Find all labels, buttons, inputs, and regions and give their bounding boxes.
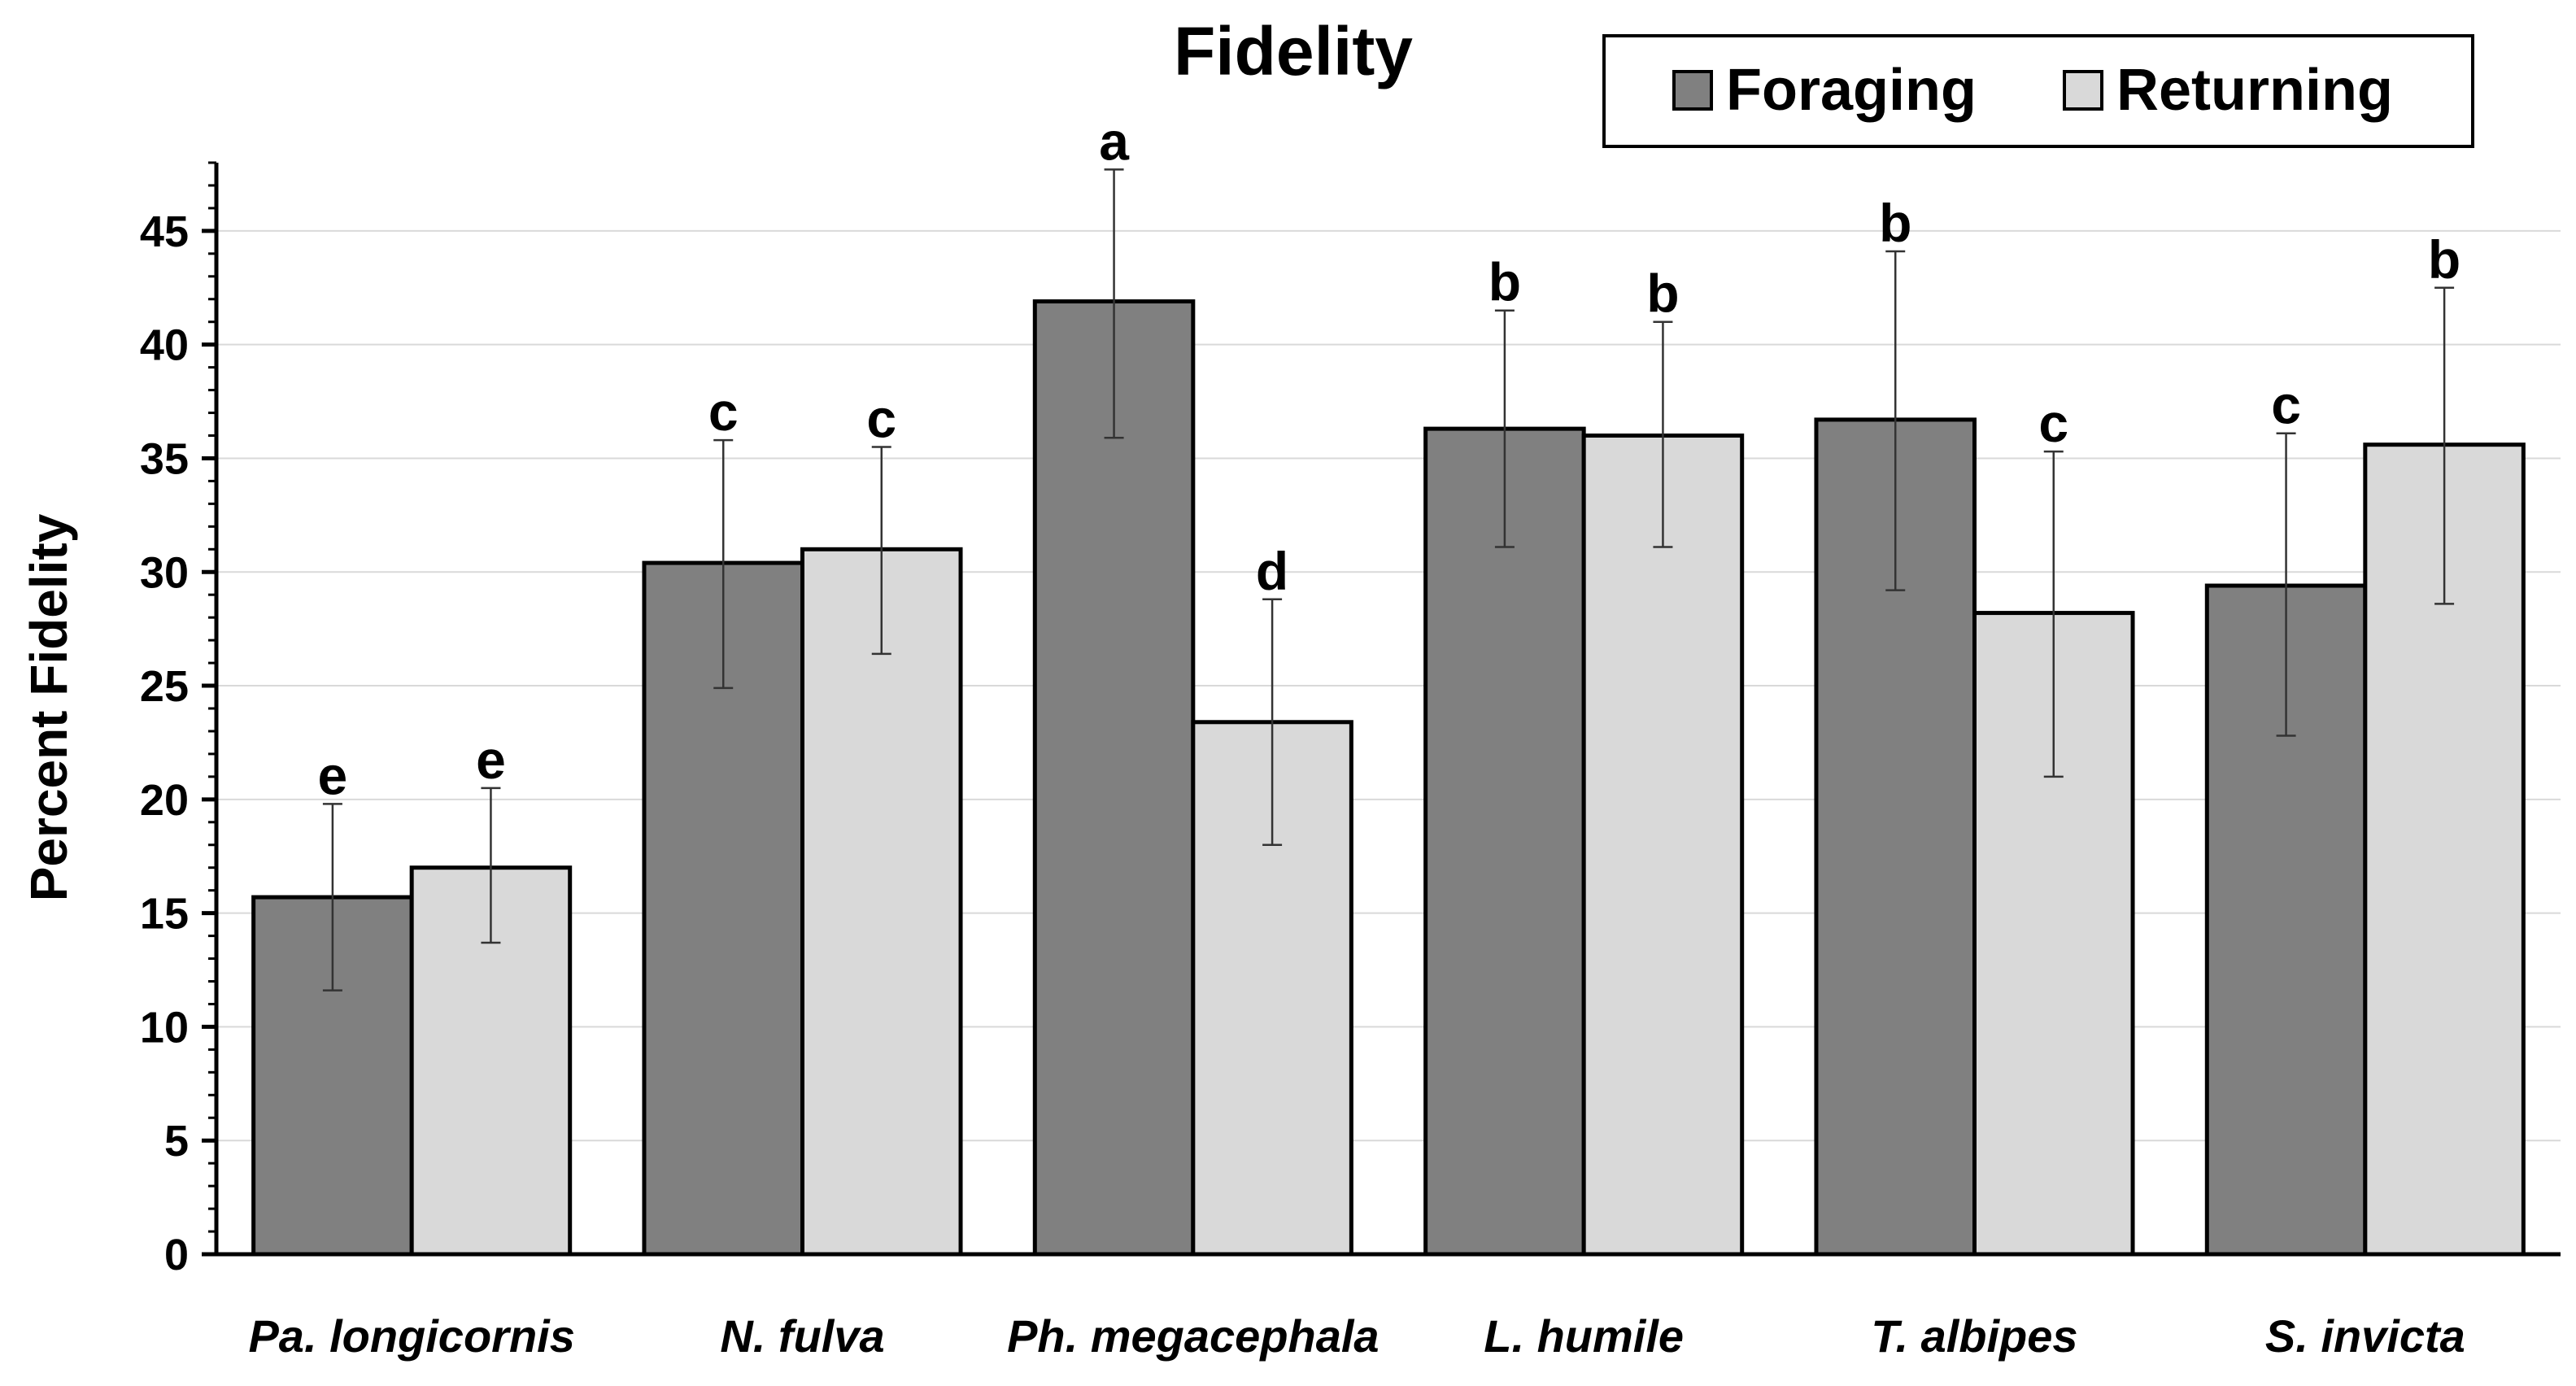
bar-foraging-3 [1423,426,1586,1257]
significance-letter: d [1256,541,1288,601]
chart-labels: 0 5 10 15 20 25 30 35 40 45 e e Pa. longicornis c c N. … [140,111,2465,1362]
legend-label-returning: Returning [2116,58,2393,123]
significance-letter: c [2038,393,2068,453]
bar-foraging-2 [1032,299,1196,1257]
chart-title: Fidelity [1174,13,1413,89]
y-tick-label: 30 [140,548,189,597]
x-category-label: L. humile [1484,1310,1684,1362]
legend: Foraging Returning [1602,34,2474,148]
x-category-label: S. invicta [2265,1310,2465,1362]
y-axis-label: Percent Fidelity [20,513,78,901]
bars [251,299,2526,1257]
significance-letter: b [2428,229,2460,290]
error-bars [322,168,2455,992]
gridlines [216,229,2561,1142]
x-category-label: N. fulva [720,1310,884,1362]
bar-returning-1 [800,547,963,1257]
significance-letter: c [2271,375,2301,435]
y-tick-label: 15 [140,890,189,939]
y-tick-label: 35 [140,434,189,483]
bar-returning-3 [1581,434,1745,1257]
y-tick-label: 0 [164,1231,189,1279]
significance-letter: e [476,730,506,790]
y-tick-label: 5 [164,1117,189,1166]
legend-box [1602,34,2474,148]
y-tick-label: 10 [140,1003,189,1052]
y-tick-label: 25 [140,662,189,711]
legend-swatch-foraging [1672,70,1713,111]
axes [202,161,2561,1257]
x-category-label: T. albipes [1871,1310,2077,1362]
significance-letter: e [318,745,348,805]
significance-letter: b [1646,264,1679,324]
legend-label-foraging: Foraging [1726,58,1977,123]
y-tick-label: 45 [140,207,189,256]
significance-letter: b [1489,252,1521,312]
significance-letter: a [1099,111,1130,171]
significance-letter: c [866,388,896,448]
significance-letter: b [1879,193,1911,253]
x-category-label: Pa. longicornis [248,1310,574,1362]
x-category-label: Ph. megacephala [1007,1310,1380,1362]
y-tick-label: 40 [140,321,189,370]
legend-swatch-returning [2063,70,2103,111]
y-tick-label: 20 [140,776,189,825]
significance-letter: c [708,381,739,442]
